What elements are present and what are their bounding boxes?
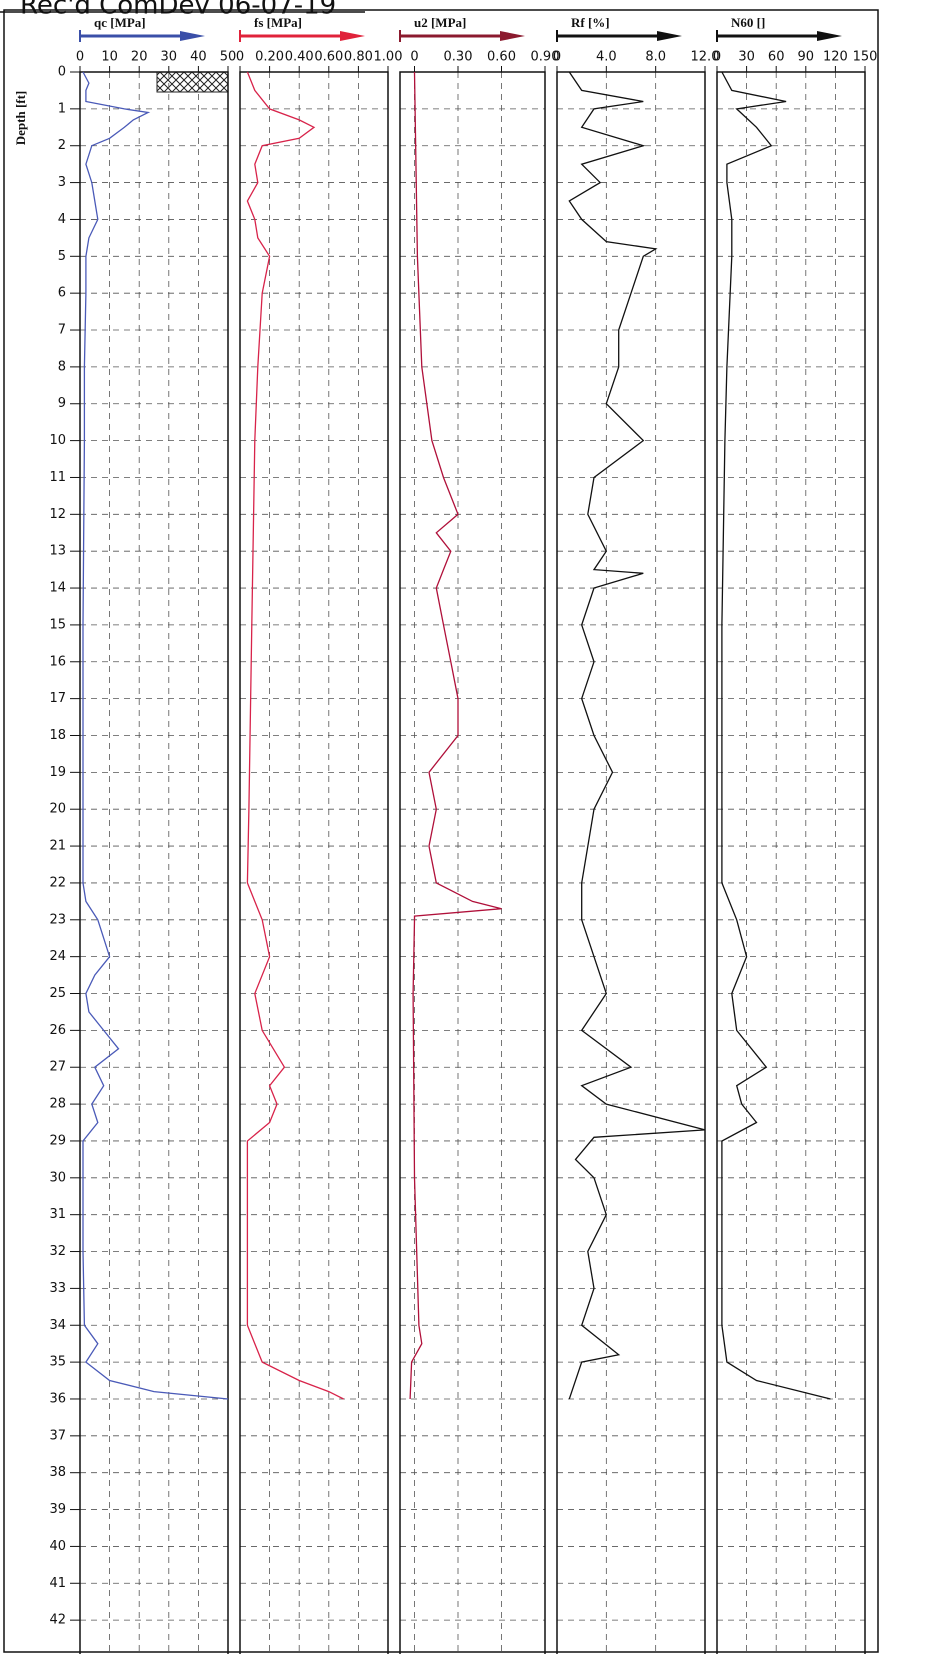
soil-hatch [156, 71, 229, 93]
panel-title: N60 [] [731, 15, 765, 30]
y-tick-label: 40 [49, 1539, 66, 1554]
x-tick-label: 90 [798, 50, 815, 65]
page-frame [3, 9, 879, 1653]
panel-frame [79, 71, 229, 1654]
y-tick-label: 25 [49, 986, 66, 1001]
y-tick-label: 12 [49, 507, 66, 522]
data-line [246, 71, 344, 1400]
x-tick-label: 30 [161, 50, 178, 65]
y-tick-label: 17 [49, 691, 66, 706]
y-tick-label: 29 [49, 1133, 66, 1148]
data-line [82, 71, 229, 1400]
y-tick-label: 1 [58, 101, 66, 116]
x-tick-label: 0 [76, 50, 84, 65]
x-tick-label: 1.00 [374, 50, 403, 65]
x-tick-label: 30 [738, 50, 755, 65]
panel-title: qc [MPa] [94, 15, 146, 30]
x-tick-label: 10 [101, 50, 118, 65]
y-tick-label: 33 [49, 1281, 66, 1296]
panel-title: fs [MPa] [254, 15, 302, 30]
y-axis-label: Depth [ft] [13, 91, 28, 146]
x-tick-label: 0.60 [314, 50, 343, 65]
y-tick-label: 24 [49, 949, 66, 964]
x-tick-label: 60 [768, 50, 785, 65]
y-tick-label: 27 [49, 1060, 66, 1075]
x-tick-label: 0.20 [255, 50, 284, 65]
x-tick-label: 0 [553, 50, 561, 65]
hatch-box [156, 71, 229, 93]
y-tick-label: 37 [49, 1428, 66, 1443]
y-tick-label: 11 [49, 470, 66, 485]
y-tick-label: 18 [49, 728, 66, 743]
x-tick-label: 0.40 [285, 50, 314, 65]
y-tick-label: 26 [49, 1023, 66, 1038]
x-tick-label: 0.60 [487, 50, 516, 65]
x-tick-label: 12.0 [691, 50, 720, 65]
y-tick-label: 8 [58, 359, 66, 374]
y-tick-label: 9 [58, 396, 66, 411]
y-tick-label: 42 [49, 1613, 66, 1628]
x-tick-label: 0.30 [444, 50, 473, 65]
panel-title: u2 [MPa] [414, 15, 466, 30]
x-tick-label: 120 [823, 50, 848, 65]
y-tick-label: 7 [58, 323, 66, 338]
data-line [721, 71, 831, 1400]
y-tick-label: 21 [49, 839, 66, 854]
axis-arrowhead [817, 31, 842, 41]
x-tick-label: 20 [131, 50, 148, 65]
y-tick-label: 34 [49, 1318, 66, 1333]
y-tick-label: 19 [49, 765, 66, 780]
axis-arrowhead [657, 31, 682, 41]
y-tick-label: 15 [49, 617, 66, 632]
y-tick-label: 22 [49, 875, 66, 890]
x-tick-label: 50 [220, 50, 237, 65]
data-line [568, 71, 706, 1400]
x-tick-label: 40 [190, 50, 207, 65]
x-tick-label: 150 [853, 50, 878, 65]
y-tick-label: 3 [58, 175, 66, 190]
axis-arrowhead [500, 31, 525, 41]
axis-arrowhead [340, 31, 365, 41]
y-tick-label: 41 [49, 1576, 66, 1591]
panel-frame [399, 71, 546, 1654]
x-tick-label: 0 [236, 50, 244, 65]
data-line [409, 71, 502, 1400]
y-tick-label: 13 [49, 544, 66, 559]
y-tick-label: 31 [49, 1207, 66, 1222]
y-tick-label: 2 [58, 138, 66, 153]
y-tick-label: 28 [49, 1097, 66, 1112]
y-tick-label: 6 [58, 286, 66, 301]
y-tick-label: 14 [49, 581, 66, 596]
y-tick-label: 35 [49, 1355, 66, 1370]
y-tick-label: 38 [49, 1465, 66, 1480]
y-tick-label: 39 [49, 1502, 66, 1517]
panel-title: Rf [%] [571, 15, 610, 30]
axis-arrowhead [180, 31, 205, 41]
x-tick-label: 4.0 [596, 50, 617, 65]
panel-frame [556, 71, 706, 1654]
y-tick-label: 16 [49, 654, 66, 669]
y-tick-label: 5 [58, 249, 66, 264]
y-tick-label: 23 [49, 912, 66, 927]
x-tick-label: 8.0 [645, 50, 666, 65]
x-tick-label: 0 [410, 50, 418, 65]
y-tick-label: 20 [49, 802, 66, 817]
panel-frame [239, 71, 389, 1654]
panel-frame [716, 71, 866, 1654]
x-tick-label: 0.90 [531, 50, 560, 65]
y-tick-label: 0 [58, 65, 66, 80]
y-tick-label: 10 [49, 433, 66, 448]
stamp: Rec'd ComDev 06-07-19 [20, 0, 336, 21]
y-tick-label: 30 [49, 1170, 66, 1185]
y-tick-label: 32 [49, 1244, 66, 1259]
y-tick-label: 36 [49, 1391, 66, 1406]
x-tick-label: 0 [713, 50, 721, 65]
y-tick-label: 4 [58, 212, 66, 227]
x-tick-label: 0.80 [344, 50, 373, 65]
